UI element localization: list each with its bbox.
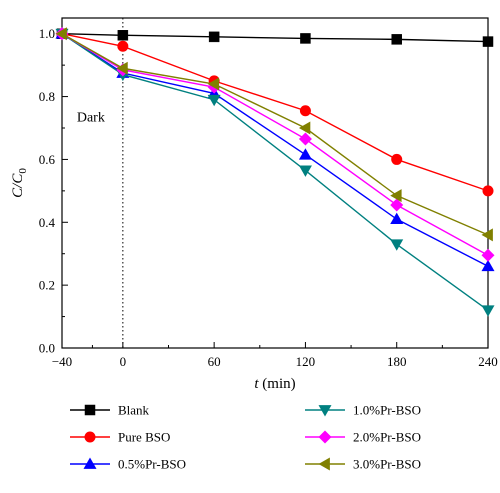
legend-label: Pure BSO	[118, 430, 170, 445]
y-tick-label: 1.0	[39, 26, 55, 41]
legend-marker	[318, 405, 332, 417]
x-tick-label: 0	[120, 354, 127, 369]
data-point	[116, 61, 128, 75]
legend-marker	[318, 430, 332, 444]
series-2-0-pr-bso	[55, 27, 495, 262]
legend-label: 3.0%Pr-BSO	[353, 457, 421, 472]
data-point	[117, 40, 129, 52]
data-point	[117, 30, 129, 41]
y-tick-label: 0.0	[39, 341, 55, 356]
legend-label: 2.0%Pr-BSO	[353, 430, 421, 445]
series-3-0-pr-bso	[55, 27, 493, 242]
data-point	[481, 228, 493, 242]
data-point	[390, 212, 404, 225]
x-axis: −40 0 60 120 180 240	[52, 342, 498, 369]
x-tick-label: 180	[387, 354, 407, 369]
data-point	[208, 31, 220, 43]
series-pure-bso	[56, 28, 494, 197]
series-0-5-pr-bso	[55, 27, 495, 272]
data-point	[482, 185, 494, 197]
x-tick-label: 240	[478, 354, 498, 369]
data-point	[298, 165, 312, 177]
data-point	[207, 77, 220, 91]
legend-marker	[318, 457, 330, 471]
data-point	[482, 36, 494, 47]
data-point	[390, 198, 404, 212]
legend-marker	[83, 457, 97, 469]
legend-label: 0.5%Pr-BSO	[118, 457, 186, 472]
dark-annotation: Dark	[77, 111, 105, 126]
plot-area	[61, 17, 489, 349]
series-line	[61, 33, 489, 267]
series-line	[61, 33, 489, 236]
data-point	[481, 259, 495, 272]
data-point	[207, 94, 221, 107]
legend-label: 1.0%Pr-BSO	[353, 403, 421, 418]
x-tick-label: −40	[52, 354, 72, 369]
legend-item: 2.0%Pr-BSO	[305, 430, 421, 445]
data-point	[390, 189, 402, 203]
x-tick-label: 60	[208, 354, 221, 369]
legend-marker	[84, 404, 96, 416]
data-point	[390, 239, 404, 251]
x-axis-title: t (min)	[254, 376, 295, 392]
legend-item: Pure BSO	[70, 430, 170, 445]
y-axis: 0.0 0.2 0.4 0.6 0.8 1.0	[39, 26, 68, 356]
legend-marker	[84, 431, 96, 443]
series-line	[61, 33, 489, 311]
legend-item: Blank	[70, 403, 150, 418]
legend-label: Blank	[118, 403, 150, 418]
data-point	[298, 132, 312, 146]
series-line	[61, 33, 489, 192]
plot-frame	[61, 17, 489, 349]
data-point	[55, 27, 67, 41]
x-tick-label: 120	[296, 354, 316, 369]
data-point	[299, 105, 311, 117]
legend-item: 0.5%Pr-BSO	[70, 457, 186, 472]
legend-item: 1.0%Pr-BSO	[305, 403, 421, 418]
y-tick-label: 0.6	[39, 152, 56, 167]
data-point	[481, 248, 495, 262]
y-tick-label: 0.4	[39, 215, 56, 230]
y-tick-label: 0.2	[39, 278, 55, 293]
series-line	[61, 33, 489, 256]
data-point	[391, 34, 402, 45]
legend-item: 3.0%Pr-BSO	[305, 457, 421, 472]
data-point	[481, 305, 495, 317]
y-tick-label: 0.8	[39, 89, 55, 104]
data-point	[300, 33, 311, 44]
data-point	[298, 121, 311, 135]
data-point	[391, 153, 403, 165]
data-point	[298, 148, 312, 160]
y-axis-title: C/C0	[10, 168, 29, 198]
series-layer	[55, 27, 495, 317]
series-line	[61, 33, 489, 43]
legend: Blank Pure BSO 0.5%Pr-BSO 1.0%Pr-BSO 2.0%Pr-…	[70, 403, 421, 472]
